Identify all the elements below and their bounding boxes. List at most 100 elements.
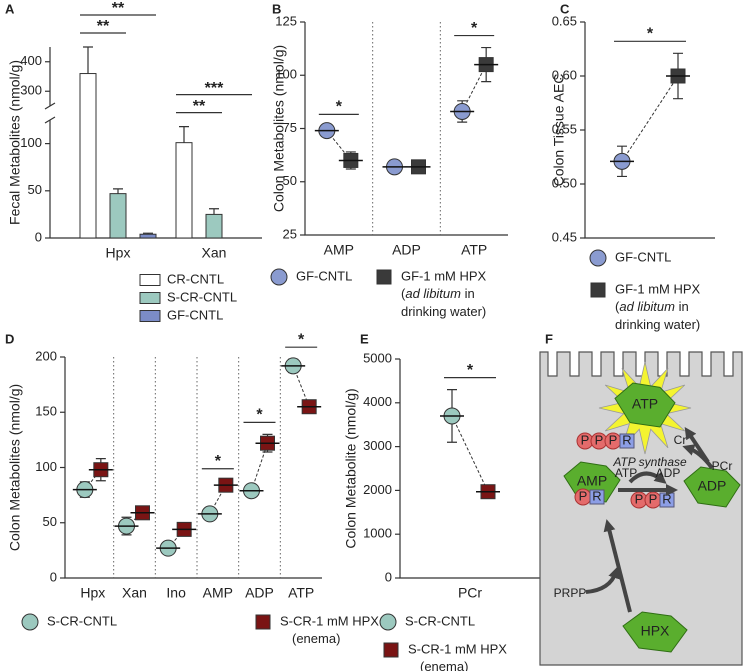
legend-note-part: (enema) bbox=[292, 631, 340, 646]
legend-marker bbox=[379, 613, 397, 631]
cosubstrate-label: ATP bbox=[615, 466, 637, 480]
significance-label: * bbox=[336, 99, 343, 116]
y-tick-label: 50 bbox=[43, 514, 57, 529]
x-tick-label: Xan bbox=[122, 585, 147, 601]
legend-label: CR-CNTL bbox=[167, 271, 224, 286]
ribose-label: R bbox=[622, 432, 631, 447]
molecule bbox=[614, 382, 676, 428]
x-tick-label: ADP bbox=[392, 242, 421, 258]
connector bbox=[251, 443, 268, 491]
ribose bbox=[619, 433, 635, 449]
significance-label: * bbox=[467, 362, 474, 379]
x-tick-label: ADP bbox=[245, 585, 274, 601]
significance-label: * bbox=[298, 331, 305, 348]
y-tick-label: 0 bbox=[50, 569, 57, 584]
arrow bbox=[682, 444, 714, 470]
legend-marker bbox=[590, 282, 606, 298]
legend-label: S-CR-CNTL bbox=[47, 613, 117, 628]
x-tick-label: AMP bbox=[324, 242, 354, 258]
y-tick-label: 0.60 bbox=[552, 67, 577, 82]
y-tick-label: 5000 bbox=[363, 350, 392, 365]
significance-label: * bbox=[215, 453, 222, 470]
legend-label: GF-1 mM HPX bbox=[615, 281, 701, 296]
panel-label: C bbox=[560, 1, 570, 16]
y-tick-label: 150 bbox=[35, 404, 57, 419]
legend-note-part: in bbox=[675, 299, 689, 314]
y-tick-label: 3000 bbox=[363, 438, 392, 453]
x-tick-label: Xan bbox=[202, 245, 227, 261]
y-tick-label: 0.65 bbox=[552, 13, 577, 28]
cofactor-label: Cr bbox=[674, 433, 687, 447]
phosphate-label: P bbox=[649, 491, 658, 506]
y-axis-label: Colon Metabolite (nmol/g) bbox=[343, 388, 359, 548]
precursor-label: PRPP bbox=[554, 586, 587, 600]
cosubstrate-label: ADP bbox=[656, 466, 681, 480]
y-tick-label: 0 bbox=[35, 229, 42, 244]
panel-label: E bbox=[360, 331, 369, 346]
molecule bbox=[683, 466, 741, 508]
y-tick-label: 400 bbox=[20, 53, 42, 68]
significance-label: * bbox=[256, 407, 263, 424]
y-axis-label: Colon Tissue AEC bbox=[551, 74, 567, 187]
phosphate-label: P bbox=[579, 488, 588, 503]
y-tick-label: 100 bbox=[35, 459, 57, 474]
x-tick-label: ATP bbox=[461, 242, 487, 258]
connector bbox=[451, 415, 489, 492]
connector bbox=[621, 75, 679, 162]
arrow bbox=[628, 471, 667, 484]
phosphate-label: P bbox=[609, 432, 618, 447]
significance-label: ** bbox=[193, 98, 206, 115]
legend-swatch bbox=[139, 310, 161, 322]
x-tick-label: Ino bbox=[166, 585, 186, 601]
legend-marker bbox=[589, 249, 607, 267]
legend-note-part: ( bbox=[615, 299, 620, 314]
panel-label: B bbox=[272, 1, 281, 16]
molecule-label: ATP bbox=[632, 396, 658, 412]
y-axis-label: Colon Metabolites (nmol/g) bbox=[7, 384, 23, 551]
legend-marker bbox=[255, 614, 271, 630]
y-tick-label: 50 bbox=[28, 182, 42, 197]
y-tick-label: 50 bbox=[283, 173, 297, 188]
legend-label: S-CR-1 mM HPX bbox=[408, 641, 507, 656]
ribose-label: R bbox=[662, 491, 671, 506]
x-tick-label: ATP bbox=[288, 585, 314, 601]
y-tick-label: 2000 bbox=[363, 482, 392, 497]
connector bbox=[461, 64, 487, 112]
legend-label: GF-1 mM HPX bbox=[401, 268, 487, 283]
bar bbox=[139, 233, 157, 239]
significance-label: *** bbox=[205, 80, 224, 97]
molecule-label: AMP bbox=[577, 473, 607, 489]
legend-label: S-CR-CNTL bbox=[167, 289, 237, 304]
y-tick-label: 1000 bbox=[363, 526, 392, 541]
legend-marker bbox=[383, 642, 399, 658]
legend-marker bbox=[376, 269, 392, 285]
y-axis-label: Fecal Metabolites (nmol/g) bbox=[7, 60, 23, 225]
legend-note: (ad libitum in bbox=[401, 286, 475, 301]
ribose-label: R bbox=[592, 488, 601, 503]
y-tick-label: 75 bbox=[283, 120, 297, 135]
enzyme-label: ATP synthase bbox=[612, 455, 687, 469]
legend-note-part: in bbox=[461, 286, 475, 301]
axes bbox=[304, 22, 508, 236]
legend-note-part: ad libitum bbox=[405, 286, 461, 301]
significance-label: ** bbox=[97, 18, 110, 35]
y-tick-label: 25 bbox=[283, 226, 297, 241]
legend-note-part: ad libitum bbox=[619, 299, 675, 314]
y-tick-label: 0.55 bbox=[552, 121, 577, 136]
molecule-label: HPX bbox=[641, 623, 670, 639]
legend-note: drinking water) bbox=[401, 304, 486, 319]
y-tick-label: 100 bbox=[275, 67, 297, 82]
cofactor-label: PCr bbox=[712, 459, 733, 473]
legend-swatch bbox=[139, 274, 161, 286]
y-tick-label: 0 bbox=[385, 569, 392, 584]
legend-swatch bbox=[139, 292, 161, 304]
x-tick-label: Hpx bbox=[80, 585, 105, 601]
y-tick-label: 125 bbox=[275, 13, 297, 28]
y-tick-label: 0.50 bbox=[552, 175, 577, 190]
legend-note-part: drinking water) bbox=[401, 304, 486, 319]
y-tick-label: 200 bbox=[35, 348, 57, 363]
y-tick-label: 100 bbox=[20, 135, 42, 150]
axes bbox=[399, 359, 540, 579]
axis-break bbox=[44, 102, 56, 124]
